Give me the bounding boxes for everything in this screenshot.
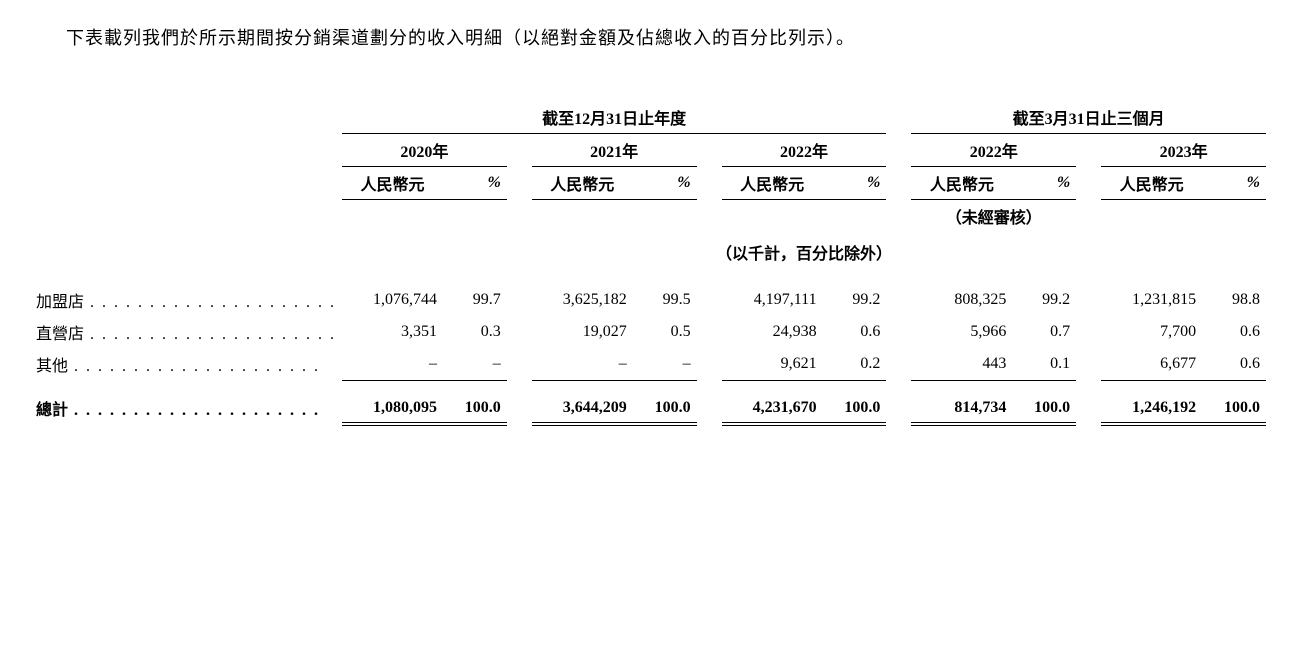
cell-pct: 0.6 bbox=[1202, 348, 1266, 380]
cell-value: 3,625,182 bbox=[532, 284, 633, 316]
cell-pct: 99.7 bbox=[443, 284, 507, 316]
table-row: 加盟店 . . . . . . . . . . . . . . . . . . … bbox=[30, 284, 1266, 316]
unit-pct: % bbox=[823, 167, 887, 200]
dot-leader: . . . . . . . . . . . . . . . . . . . . … bbox=[68, 358, 320, 375]
cell-pct: 100.0 bbox=[823, 380, 887, 424]
unaudited-note: （未經審核） bbox=[911, 200, 1076, 233]
unit-pct: % bbox=[1012, 167, 1076, 200]
cell-value: 7,700 bbox=[1101, 316, 1202, 348]
cell-pct: 100.0 bbox=[1012, 380, 1076, 424]
cell-pct: 0.7 bbox=[1012, 316, 1076, 348]
table-row: 直營店 . . . . . . . . . . . . . . . . . . … bbox=[30, 316, 1266, 348]
cell-value: 4,197,111 bbox=[722, 284, 823, 316]
cell-pct: 100.0 bbox=[633, 380, 697, 424]
cell-pct: 0.3 bbox=[443, 316, 507, 348]
cell-value: 9,621 bbox=[722, 348, 823, 380]
table-total-row: 總計 . . . . . . . . . . . . . . . . . . .… bbox=[30, 380, 1266, 424]
cell-pct: 100.0 bbox=[1202, 380, 1266, 424]
header-q-2022: 2022年 bbox=[911, 134, 1076, 167]
cell-pct: 99.2 bbox=[1012, 284, 1076, 316]
cell-value: 1,246,192 bbox=[1101, 380, 1202, 424]
cell-pct: 0.1 bbox=[1012, 348, 1076, 380]
unit-pct: % bbox=[633, 167, 697, 200]
unit-rmb: 人民幣元 bbox=[1101, 167, 1202, 200]
cell-value: 4,231,670 bbox=[722, 380, 823, 424]
dot-leader: . . . . . . . . . . . . . . . . . . . . … bbox=[68, 402, 320, 419]
cell-pct: 0.6 bbox=[1202, 316, 1266, 348]
cell-value: – bbox=[532, 348, 633, 380]
cell-pct: 100.0 bbox=[443, 380, 507, 424]
cell-value: 1,076,744 bbox=[342, 284, 443, 316]
row-label: 加盟店 bbox=[36, 294, 84, 311]
cell-pct: 0.5 bbox=[633, 316, 697, 348]
cell-value: 24,938 bbox=[722, 316, 823, 348]
unit-rmb: 人民幣元 bbox=[532, 167, 633, 200]
cell-value: 19,027 bbox=[532, 316, 633, 348]
header-q-2023: 2023年 bbox=[1101, 134, 1266, 167]
header-year-2022: 2022年 bbox=[722, 134, 887, 167]
cell-value: 443 bbox=[911, 348, 1012, 380]
row-label: 其他 bbox=[36, 358, 68, 375]
row-label: 總計 bbox=[36, 402, 68, 419]
dot-leader: . . . . . . . . . . . . . . . . . . . . … bbox=[84, 294, 336, 311]
unit-pct: % bbox=[443, 167, 507, 200]
cell-value: 1,080,095 bbox=[342, 380, 443, 424]
cell-pct: 99.2 bbox=[823, 284, 887, 316]
header-quarter-period: 截至3月31日止三個月 bbox=[911, 101, 1266, 134]
revenue-by-channel-table: 截至12月31日止年度 截至3月31日止三個月 2020年 2021年 2022… bbox=[30, 101, 1266, 426]
unit-pct: % bbox=[1202, 167, 1266, 200]
cell-pct: – bbox=[633, 348, 697, 380]
header-year-2021: 2021年 bbox=[532, 134, 697, 167]
cell-pct: 98.8 bbox=[1202, 284, 1266, 316]
cell-pct: – bbox=[443, 348, 507, 380]
cell-value: 3,351 bbox=[342, 316, 443, 348]
unit-rmb: 人民幣元 bbox=[911, 167, 1012, 200]
unit-rmb: 人民幣元 bbox=[722, 167, 823, 200]
unit-rmb: 人民幣元 bbox=[342, 167, 443, 200]
table-row: 其他 . . . . . . . . . . . . . . . . . . .… bbox=[30, 348, 1266, 380]
header-year-2020: 2020年 bbox=[342, 134, 507, 167]
cell-value: 1,231,815 bbox=[1101, 284, 1202, 316]
cell-pct: 0.2 bbox=[823, 348, 887, 380]
cell-value: 808,325 bbox=[911, 284, 1012, 316]
table-caption: （以千計，百分比除外） bbox=[342, 232, 1266, 284]
row-label: 直營店 bbox=[36, 326, 84, 343]
cell-value: 814,734 bbox=[911, 380, 1012, 424]
cell-value: 3,644,209 bbox=[532, 380, 633, 424]
cell-value: – bbox=[342, 348, 443, 380]
cell-pct: 99.5 bbox=[633, 284, 697, 316]
cell-value: 6,677 bbox=[1101, 348, 1202, 380]
cell-value: 5,966 bbox=[911, 316, 1012, 348]
header-annual-period: 截至12月31日止年度 bbox=[342, 101, 886, 134]
intro-paragraph: 下表載列我們於所示期間按分銷渠道劃分的收入明細（以絕對金額及佔總收入的百分比列示… bbox=[30, 20, 1266, 56]
cell-pct: 0.6 bbox=[823, 316, 887, 348]
dot-leader: . . . . . . . . . . . . . . . . . . . . … bbox=[84, 326, 336, 343]
